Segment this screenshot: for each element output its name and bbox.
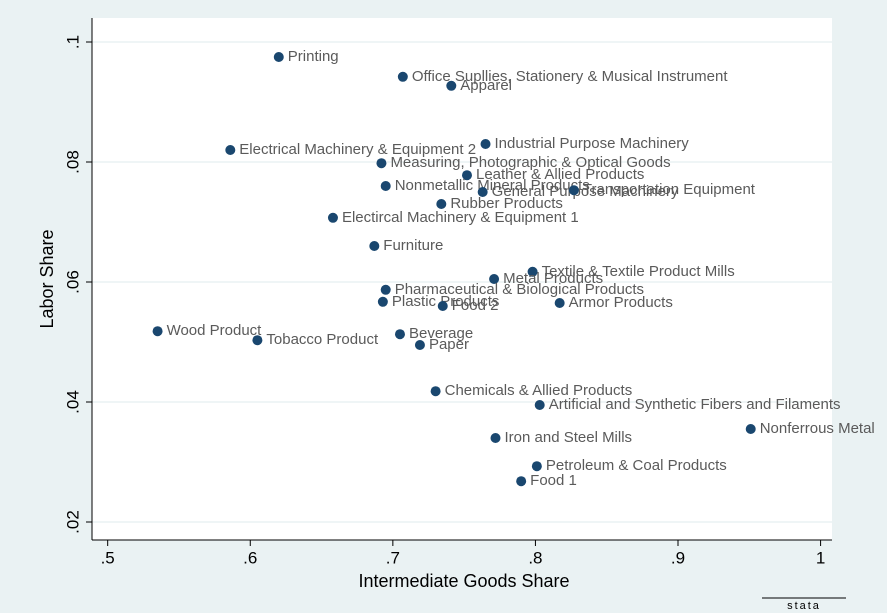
point [437,301,448,311]
point [745,424,756,434]
point [225,145,236,155]
point-label: Furniture [383,237,443,254]
x-tick-label: .9 [671,548,685,567]
point-label: Transportation Equipment [583,181,756,198]
point [461,170,472,181]
point [252,335,263,346]
x-tick-label: 1 [816,548,825,567]
point-label: Chemicals & Allied Products [445,382,633,399]
point [273,52,284,62]
point [380,284,391,295]
point-label: Wood Product [167,322,263,339]
point [480,139,491,149]
point [436,199,447,209]
point [534,400,545,410]
point [568,185,579,196]
point [489,274,500,284]
point [376,158,387,169]
point-label: Metal Products [503,270,603,287]
x-tick-label: .5 [101,548,115,567]
point-label: Armor Products [569,294,673,311]
point-label: Plastic Products [392,293,500,310]
point-label: Nonferrous Metal [760,420,875,437]
point-label: Textile & Textile Product Mills [542,263,735,280]
point [152,326,163,337]
point [446,80,457,91]
logo: stata [787,600,821,612]
point [369,241,380,251]
point [477,187,488,197]
point [327,212,338,223]
point [516,476,527,487]
y-tick-label: .1 [63,35,82,49]
point-label: Industrial Purpose Machinery [495,135,690,152]
point-label: Paper [429,336,469,353]
y-tick-label: .04 [63,390,82,414]
point [380,181,391,191]
point-label: Food 1 [530,472,577,489]
point-label: Food 2 [452,297,499,314]
point [414,340,425,350]
x-axis-label: Intermediate Goods Share [358,571,569,591]
point [527,266,538,277]
point-label: Apparel [460,77,512,94]
point-label: Nonmetallic Mineral Products [395,177,590,194]
x-tick-label: .8 [528,548,542,567]
point [394,329,405,340]
x-tick-label: .6 [243,548,257,567]
y-tick-label: .02 [63,510,82,534]
y-tick-label: .08 [63,150,82,174]
point-label: Printing [288,48,339,65]
point-label: Electrical Machinery & Equipment 2 [239,141,476,158]
point-label: General Purpose Machinery [492,183,679,200]
point [490,433,501,443]
point-label: Beverage [409,325,473,342]
point [397,71,408,82]
plot-area [92,18,832,540]
point-label: Artificial and Synthetic Fibers and Fila… [549,396,841,413]
point-label: Pharmaceutical & Biological Products [395,281,644,298]
y-tick-label: .06 [63,270,82,294]
point [377,296,388,307]
point-label: Petroleum & Coal Products [546,457,727,474]
point [554,298,565,308]
point [430,386,441,397]
point-label: Rubber Products [450,195,563,212]
point-label: Iron and Steel Mills [505,429,633,446]
point-label: Measuring, Photographic & Optical Goods [390,154,670,171]
point-label: Leather & Allied Products [476,166,644,183]
point-label: Office Supllies, Stationery & Musical In… [412,68,729,85]
y-axis-label: Labor Share [37,229,57,328]
point [531,461,542,472]
point-label: Tobacco Product [266,331,379,348]
point-label: Electircal Machinery & Equipment 1 [342,209,579,226]
x-tick-label: .7 [386,548,400,567]
